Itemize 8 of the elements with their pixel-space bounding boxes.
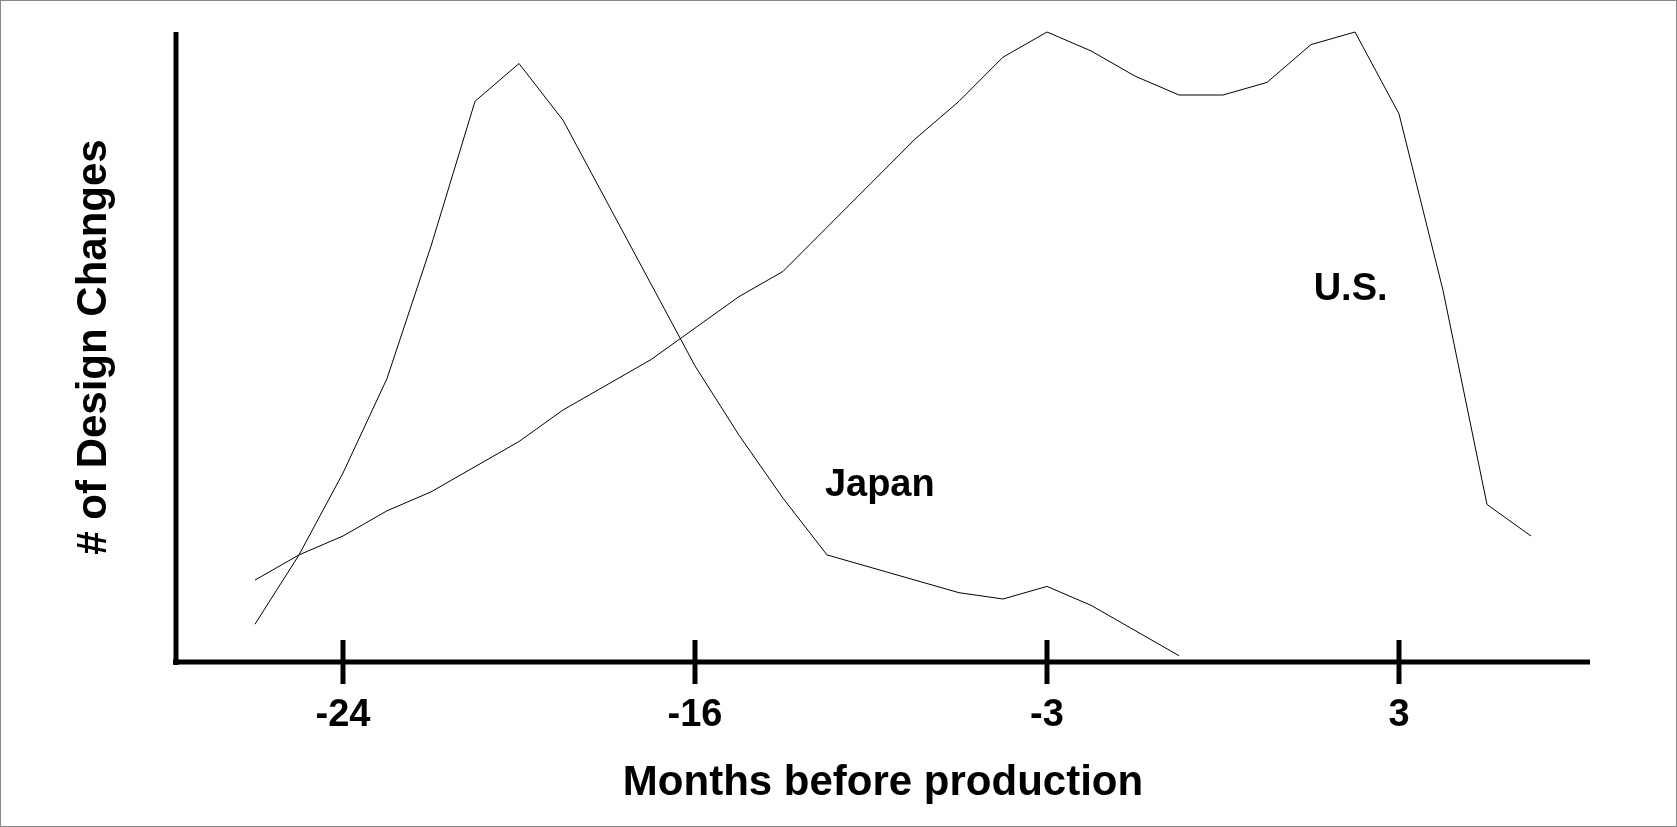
series-label: Japan	[824, 461, 935, 504]
x-tick-label: -16	[667, 692, 723, 734]
x-tick-label: 3	[1388, 692, 1410, 734]
x-tick-label: -24	[315, 692, 371, 734]
y-axis-title: # of Design Changes	[68, 139, 116, 555]
x-tick-label: -3	[1030, 692, 1064, 734]
series-label: U.S.	[1313, 266, 1388, 309]
x-axis-title: Months before production	[622, 757, 1144, 804]
